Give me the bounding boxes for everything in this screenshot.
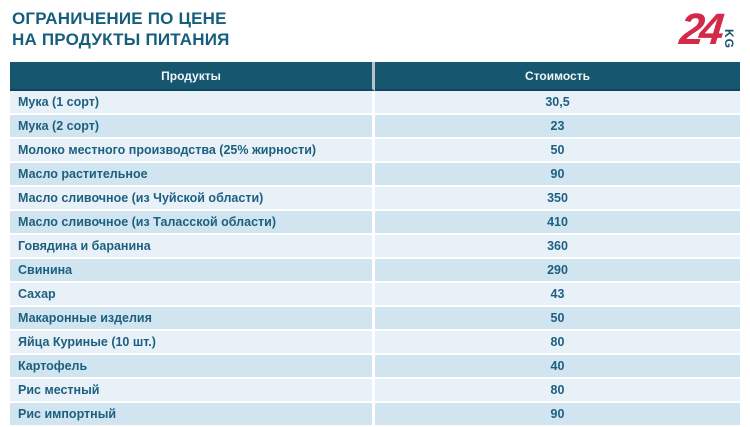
logo-24-text: 24 (677, 5, 722, 54)
table-row: Масло сливочное (из Чуйской области) 350 (10, 187, 740, 211)
page-title-line2: НА ПРОДУКТЫ ПИТАНИЯ (12, 30, 230, 49)
table-row: Свинина 290 (10, 259, 740, 283)
page-title-line1: ОГРАНИЧЕНИЕ ПО ЦЕНЕ (12, 9, 227, 28)
product-name-cell: Макаронные изделия (10, 307, 375, 331)
column-header-price: Стоимость (375, 62, 740, 91)
logo-24kg: 24 KG (677, 5, 736, 54)
product-name-cell: Рис местный (10, 379, 375, 403)
price-value-cell: 410 (375, 211, 740, 235)
table-row: Рис импортный 90 (10, 403, 740, 427)
table-row: Мука (1 сорт) 30,5 (10, 91, 740, 115)
product-name-cell: Картофель (10, 355, 375, 379)
table-row: Говядина и баранина 360 (10, 235, 740, 259)
product-name-cell: Масло сливочное (из Чуйской области) (10, 187, 375, 211)
price-value-cell: 80 (375, 331, 740, 355)
table-row: Картофель 40 (10, 355, 740, 379)
price-table-body: Мука (1 сорт) 30,5 Мука (2 сорт) 23 Молоко м… (10, 91, 740, 427)
product-name-cell: Масло сливочное (из Таласской области) (10, 211, 375, 235)
table-row: Масло растительное 90 (10, 163, 740, 187)
price-value-cell: 50 (375, 139, 740, 163)
product-name-cell: Рис импортный (10, 403, 375, 427)
product-name-cell: Масло растительное (10, 163, 375, 187)
price-table-head: Продукты Стоимость (10, 62, 740, 91)
column-header-products: Продукты (10, 62, 375, 91)
price-value-cell: 50 (375, 307, 740, 331)
table-row: Мука (2 сорт) 23 (10, 115, 740, 139)
table-row: Масло сливочное (из Таласской области) 41… (10, 211, 740, 235)
header-row: Продукты Стоимость (10, 62, 740, 91)
price-value-cell: 90 (375, 403, 740, 427)
price-value-cell: 290 (375, 259, 740, 283)
product-name-cell: Сахар (10, 283, 375, 307)
price-value-cell: 80 (375, 379, 740, 403)
product-name-cell: Мука (2 сорт) (10, 115, 375, 139)
price-value-cell: 360 (375, 235, 740, 259)
table-row: Молоко местного производства (25% жирнос… (10, 139, 740, 163)
table-row: Яйца Куриные (10 шт.) 80 (10, 331, 740, 355)
price-table: Продукты Стоимость Мука (1 сорт) 30,5 Мука… (10, 62, 740, 427)
infographic-header: ОГРАНИЧЕНИЕ ПО ЦЕНЕ НА ПРОДУКТЫ ПИТАНИЯ … (0, 0, 750, 60)
price-value-cell: 90 (375, 163, 740, 187)
price-value-cell: 23 (375, 115, 740, 139)
table-row: Рис местный 80 (10, 379, 740, 403)
product-name-cell: Яйца Куриные (10 шт.) (10, 331, 375, 355)
price-value-cell: 30,5 (375, 91, 740, 115)
price-value-cell: 40 (375, 355, 740, 379)
price-value-cell: 350 (375, 187, 740, 211)
price-value-cell: 43 (375, 283, 740, 307)
table-row: Сахар 43 (10, 283, 740, 307)
page-title: ОГРАНИЧЕНИЕ ПО ЦЕНЕ НА ПРОДУКТЫ ПИТАНИЯ (12, 8, 230, 50)
product-name-cell: Мука (1 сорт) (10, 91, 375, 115)
product-name-cell: Молоко местного производства (25% жирнос… (10, 139, 375, 163)
product-name-cell: Свинина (10, 259, 375, 283)
logo-kg-text: KG (722, 29, 736, 49)
product-name-cell: Говядина и баранина (10, 235, 375, 259)
table-row: Макаронные изделия 50 (10, 307, 740, 331)
